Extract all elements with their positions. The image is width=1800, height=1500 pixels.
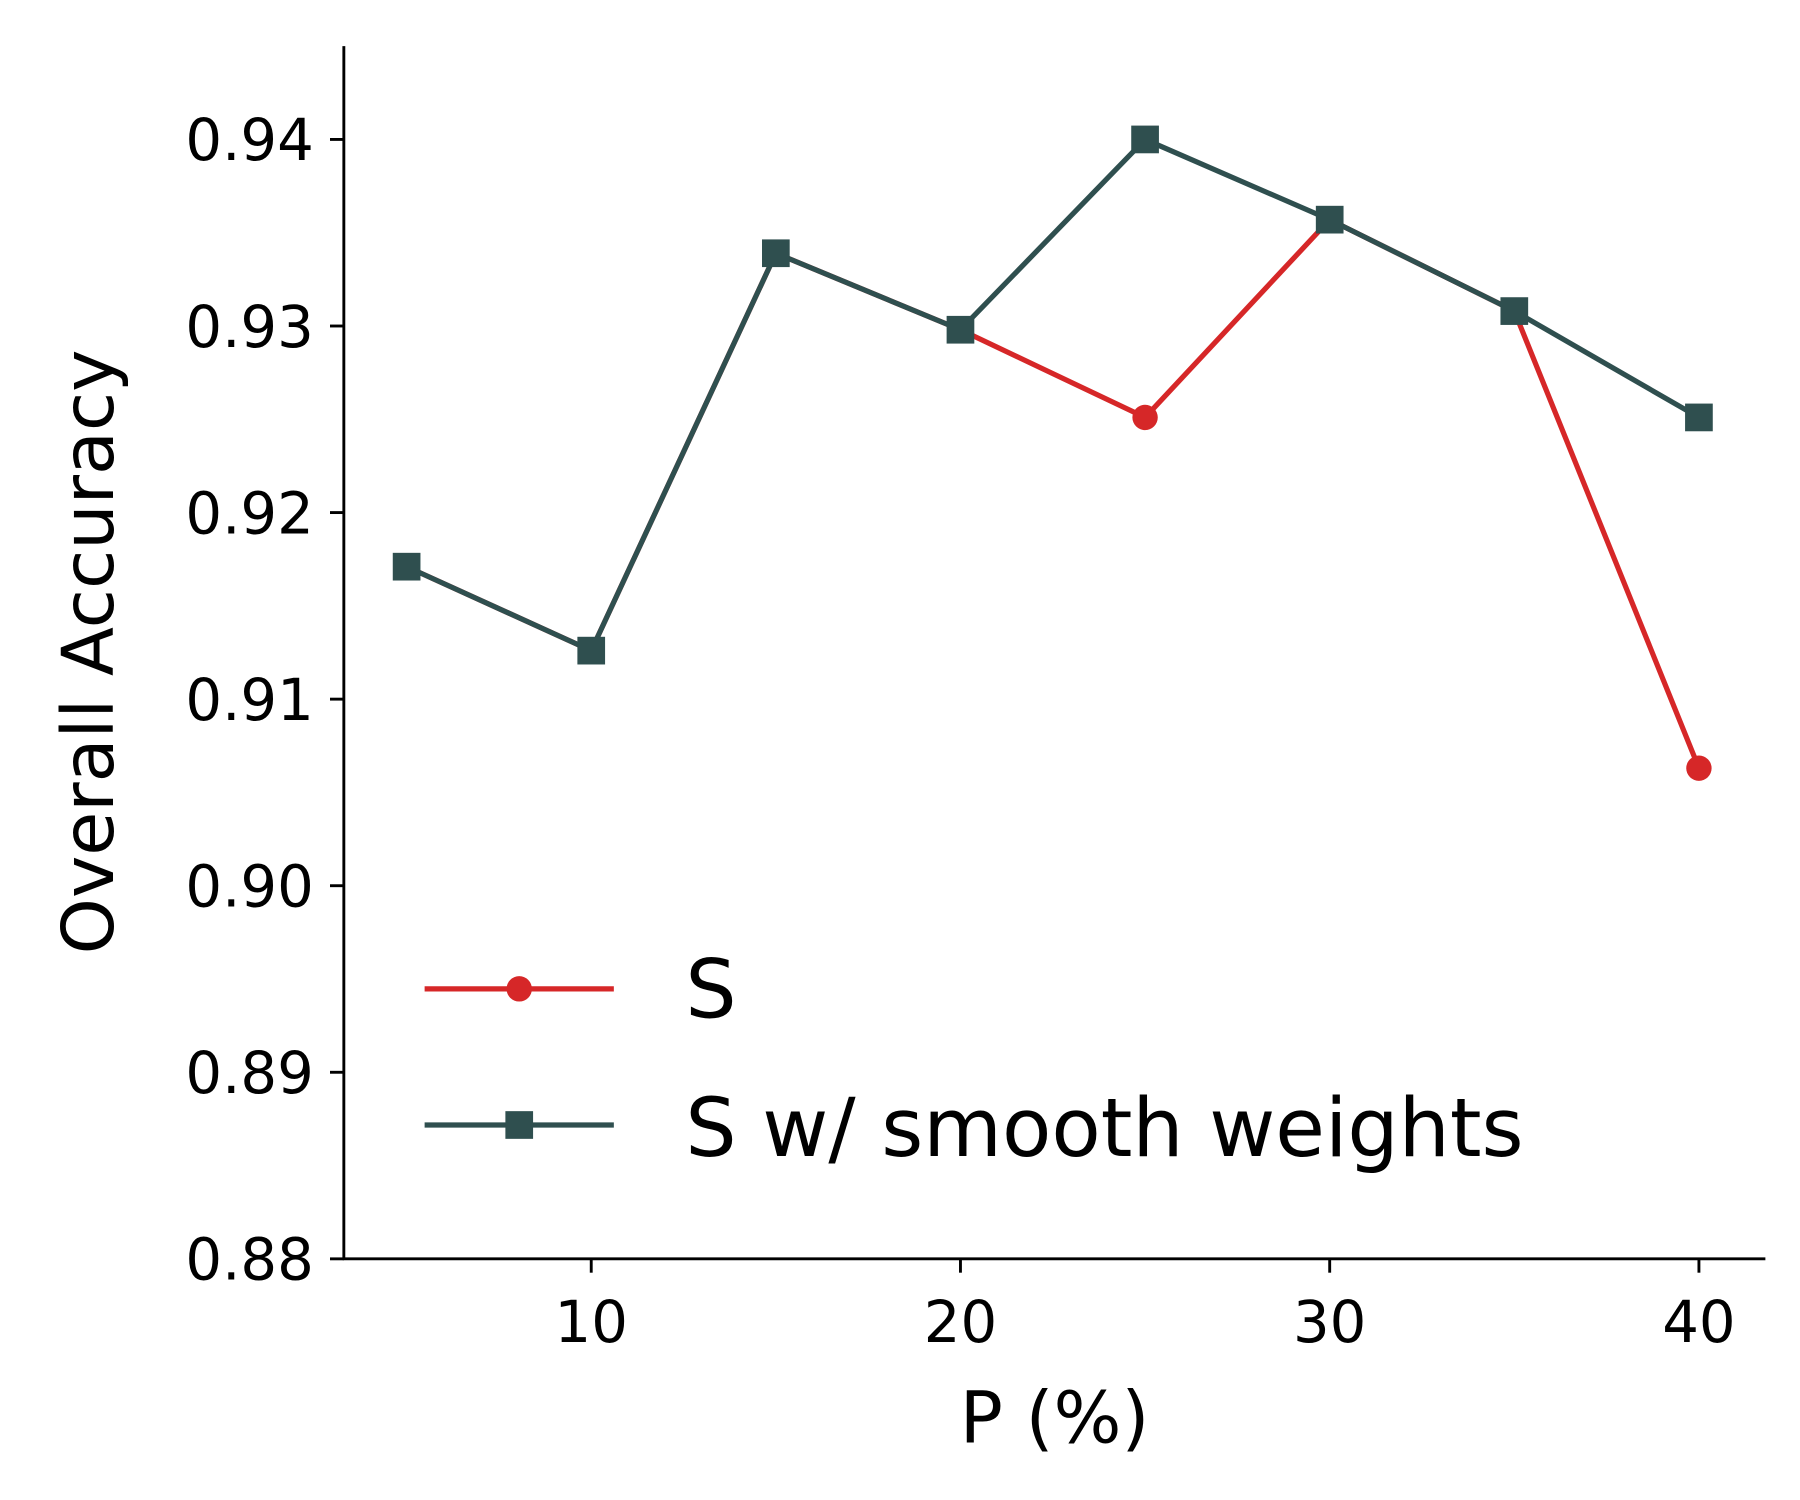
y-axis-label: Overall Accuracy: [47, 350, 130, 955]
x-axis-label: P (%): [960, 1376, 1150, 1459]
legend-label-smooth: S w/ smooth weights: [685, 1082, 1523, 1176]
y-tick-label: 0.88: [185, 1226, 313, 1294]
legend: S S w/ smooth weights: [424, 944, 1524, 1176]
data-point: [392, 552, 421, 581]
x-tick-label: 20: [924, 1288, 997, 1356]
data-point: [1315, 205, 1344, 234]
x-tick-label: 10: [555, 1288, 628, 1356]
legend-marker-s: [506, 976, 532, 1002]
data-point: [1132, 404, 1158, 431]
series-s: [393, 206, 1712, 781]
data-point: [577, 636, 606, 665]
y-tick-label: 0.91: [185, 666, 313, 734]
data-point: [1500, 297, 1529, 325]
data-point: [762, 239, 790, 268]
x-tick-label: 40: [1662, 1288, 1735, 1356]
x-tick-label: 30: [1293, 1288, 1366, 1356]
y-tick-label: 0.90: [185, 852, 313, 920]
y-tick-label: 0.94: [185, 106, 313, 174]
legend-label-s: S: [685, 944, 736, 1038]
legend-marker-smooth: [505, 1111, 534, 1139]
data-point: [946, 315, 975, 344]
data-point: [1685, 403, 1713, 432]
y-tick-label: 0.92: [185, 479, 313, 547]
series-s-smooth-weights: [392, 125, 1713, 665]
data-point: [1686, 755, 1712, 781]
y-tick-label: 0.89: [185, 1039, 313, 1107]
data-point: [1131, 125, 1159, 154]
axes: [342, 46, 1766, 1261]
series-line: [405, 136, 1701, 654]
y-tick-label: 0.93: [185, 293, 313, 361]
